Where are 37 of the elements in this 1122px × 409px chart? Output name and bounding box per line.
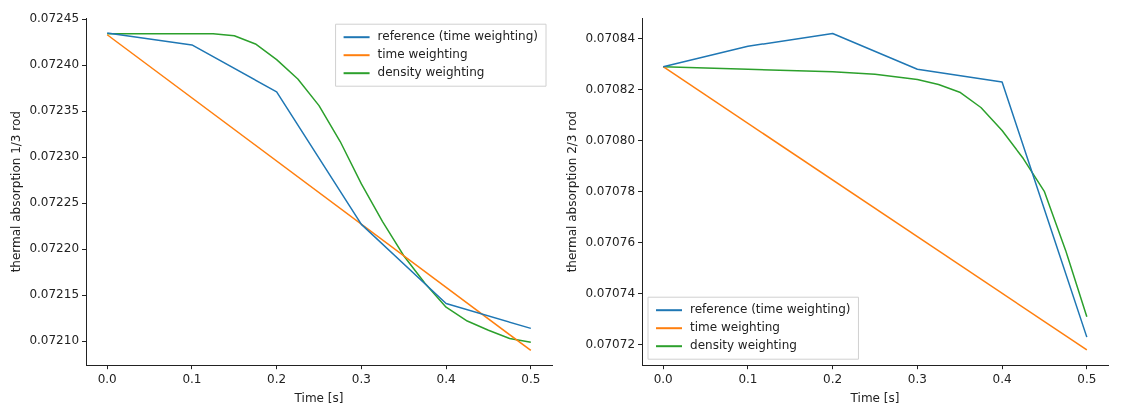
- x-tick-label: 0.1: [182, 371, 202, 386]
- y-tick-label: 0.07235: [29, 103, 80, 118]
- y-tick-label: 0.07080: [585, 132, 636, 147]
- y-tick-label: 0.07240: [29, 57, 80, 72]
- x-tick-label: 0.5: [521, 371, 541, 386]
- x-tick-label: 0.3: [907, 371, 927, 386]
- x-tick-label: 0.0: [653, 371, 673, 386]
- y-tick-label: 0.07210: [29, 333, 80, 348]
- y-axis-title: thermal absorption 1/3 rod: [9, 111, 24, 273]
- y-tick-label: 0.07230: [29, 149, 80, 164]
- y-tick-label: 0.07245: [29, 11, 80, 26]
- y-tick-label: 0.07076: [585, 234, 636, 249]
- y-tick-label: 0.07072: [585, 336, 636, 351]
- x-tick-label: 0.2: [267, 371, 287, 386]
- legend-label: density weighting: [377, 65, 485, 80]
- x-axis-title: Time [s]: [293, 390, 344, 405]
- legend-label: density weighting: [690, 338, 797, 353]
- y-tick-label: 0.07074: [585, 285, 636, 300]
- y-axis-title: thermal absorption 2/3 rod: [565, 111, 580, 273]
- x-tick-label: 0.5: [1077, 371, 1097, 386]
- legend-label: reference (time weighting): [690, 302, 851, 317]
- y-tick-label: 0.07225: [29, 195, 80, 210]
- y-tick-label: 0.07082: [585, 81, 636, 96]
- legend-label: time weighting: [377, 47, 468, 62]
- legend-label: reference (time weighting): [377, 29, 538, 44]
- y-tick-label: 0.07220: [29, 241, 80, 256]
- x-tick-label: 0.1: [738, 371, 758, 386]
- y-tick-label: 0.07215: [29, 287, 80, 302]
- y-tick-label: 0.07084: [585, 30, 636, 45]
- legend-label: time weighting: [690, 320, 780, 335]
- x-tick-label: 0.2: [823, 371, 843, 386]
- x-tick-label: 0.0: [97, 371, 117, 386]
- x-tick-label: 0.3: [351, 371, 371, 386]
- x-tick-label: 0.4: [992, 371, 1012, 386]
- x-axis-title: Time [s]: [849, 390, 900, 405]
- x-tick-label: 0.4: [436, 371, 456, 386]
- y-tick-label: 0.07078: [585, 183, 636, 198]
